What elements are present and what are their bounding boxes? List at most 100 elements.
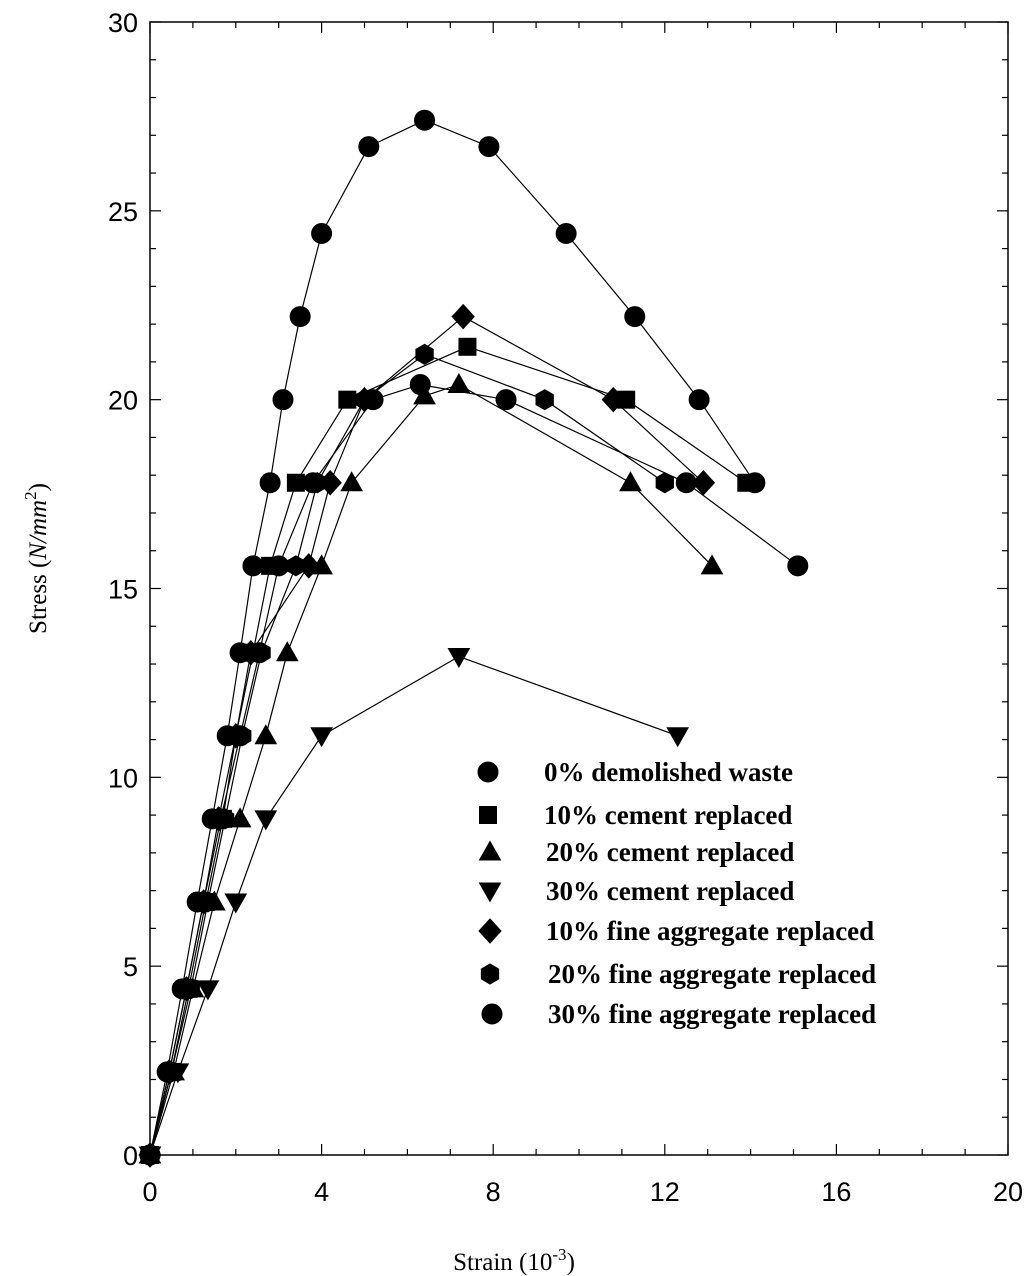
circle-marker: [409, 374, 431, 396]
y-axis-label-unit: N/mm: [25, 500, 52, 561]
y-tick-label: 0: [123, 1141, 138, 1171]
circle-marker: [688, 389, 710, 411]
circle-marker: [193, 891, 215, 913]
triangle-up-marker: [275, 641, 299, 662]
triangle-up-marker: [340, 471, 363, 492]
legend-item: 20% fine aggregate replaced: [480, 959, 876, 989]
circle-marker: [242, 555, 264, 577]
series-points-6: [140, 343, 674, 1166]
series-points-5: [138, 303, 716, 1168]
circle-marker: [477, 761, 499, 783]
y-axis-label-text: Stress (: [25, 560, 52, 634]
circle-marker: [311, 222, 333, 244]
hexagon-marker: [415, 343, 434, 365]
series-line-6: [149, 353, 666, 1156]
circle-marker: [481, 1003, 503, 1025]
y-tick-label: 20: [108, 386, 138, 416]
legend-item: 0% demolished waste: [477, 757, 793, 787]
y-axis-label-sup: 2: [21, 491, 40, 500]
legend: 0% demolished waste 10% cement replaced 20…: [477, 757, 876, 1029]
triangle-up-marker: [254, 724, 278, 745]
x-tick-label: 8: [486, 1177, 501, 1207]
diamond-marker: [601, 386, 625, 413]
y-tick-label: 30: [108, 8, 138, 38]
legend-item: 30% fine aggregate replaced: [481, 999, 876, 1029]
y-tick-label: 5: [123, 952, 138, 982]
x-axis-label: Strain (10-3): [453, 1245, 575, 1276]
triangle-down-marker: [254, 810, 278, 831]
circle-marker: [624, 306, 646, 328]
legend-item: 30% cement replaced: [478, 876, 794, 906]
y-tick-label: 25: [108, 197, 138, 227]
x-axis-label-close: ): [567, 1249, 575, 1276]
x-axis-label-sup: -3: [552, 1245, 566, 1264]
circle-marker: [675, 472, 697, 494]
circle-marker: [478, 136, 500, 158]
legend-label: 20% fine aggregate replaced: [548, 959, 876, 989]
triangle-down-marker: [196, 980, 220, 1001]
square-marker: [286, 473, 305, 492]
circle-marker: [414, 109, 436, 131]
square-marker: [737, 473, 756, 492]
triangle-down-marker: [666, 727, 690, 748]
diamond-marker: [691, 470, 716, 496]
triangle-up-marker: [447, 373, 471, 394]
x-tick-label: 20: [993, 1177, 1023, 1207]
y-tick-label: 10: [108, 763, 138, 793]
circle-marker: [495, 389, 517, 411]
series-line-4: [149, 655, 678, 1156]
hexagon-marker: [655, 472, 674, 494]
circle-marker: [787, 555, 809, 577]
circle-marker: [302, 472, 324, 494]
y-axis-label: Stress (N/mm2): [21, 483, 52, 634]
circle-marker: [139, 1144, 161, 1166]
hexagon-marker: [286, 555, 306, 577]
triangle-down-marker: [447, 647, 471, 668]
circle-marker: [259, 472, 281, 494]
axis-ticks: 0 5 10 15 20 25 30 0 4 8 12 16 20: [108, 8, 1023, 1207]
circle-marker: [229, 725, 251, 747]
circle-marker: [555, 222, 577, 244]
diamond-marker: [478, 918, 502, 944]
triangle-up-marker: [228, 807, 252, 828]
legend-label: 10% cement replaced: [544, 800, 792, 830]
circle-marker: [248, 642, 270, 664]
circle-marker: [289, 306, 311, 328]
series-line-7: [149, 383, 799, 1156]
circle-marker: [362, 389, 384, 411]
x-axis-label-text: Strain (10: [453, 1249, 552, 1276]
circle-marker: [175, 978, 197, 1000]
legend-label: 30% fine aggregate replaced: [548, 999, 876, 1029]
y-axis-label-close: ): [25, 483, 52, 491]
legend-label: 30% cement replaced: [546, 876, 794, 906]
square-marker: [479, 806, 497, 824]
x-tick-label: 0: [142, 1177, 157, 1207]
legend-item: 20% cement replaced: [478, 837, 794, 867]
square-marker: [458, 337, 477, 356]
triangle-down-marker: [224, 893, 248, 914]
x-tick-label: 4: [314, 1177, 329, 1207]
legend-label: 0% demolished waste: [544, 757, 793, 787]
circle-marker: [358, 136, 380, 158]
hexagon-marker: [535, 389, 554, 411]
series-points-7: [139, 374, 809, 1166]
triangle-down-marker: [310, 727, 333, 748]
legend-label: 10% fine aggregate replaced: [546, 916, 874, 946]
circle-marker: [268, 555, 290, 577]
legend-label: 20% cement replaced: [546, 837, 794, 867]
y-tick-label: 15: [108, 575, 138, 605]
x-tick-label: 16: [821, 1177, 851, 1207]
circle-marker: [158, 1061, 180, 1083]
diamond-marker: [451, 303, 475, 330]
triangle-down-marker: [478, 882, 502, 903]
triangle-up-marker: [700, 554, 724, 575]
hexagon-marker: [480, 963, 500, 985]
circle-marker: [210, 808, 232, 830]
legend-item: 10% cement replaced: [479, 800, 792, 830]
triangle-up-marker: [619, 471, 642, 492]
legend-item: 10% fine aggregate replaced: [478, 916, 874, 946]
x-tick-label: 12: [650, 1177, 680, 1207]
circle-marker: [272, 389, 294, 411]
series-markers: [138, 109, 809, 1168]
